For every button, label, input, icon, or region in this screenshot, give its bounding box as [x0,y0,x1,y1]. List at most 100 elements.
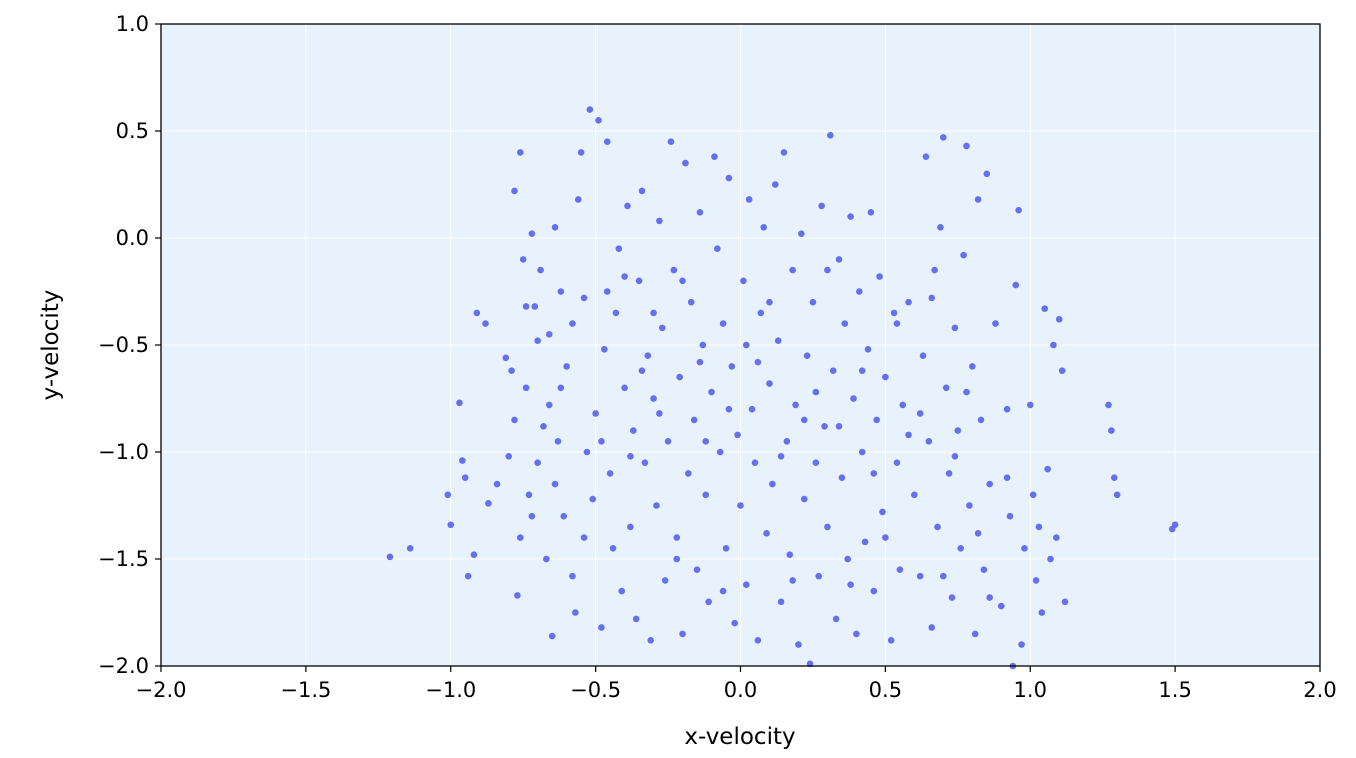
x-tick-label: 1.0 [1014,678,1047,702]
scatter-point [572,609,579,616]
scatter-point [928,294,936,302]
scatter-point [592,410,599,417]
scatter-point [997,602,1005,610]
scatter-point [609,545,617,552]
scatter-point [742,341,750,349]
scatter-point [783,438,791,445]
y-tick-label: −2.0 [98,654,149,678]
scatter-point [661,577,669,584]
scatter-point [867,209,875,216]
scatter-point [899,401,907,409]
scatter-point [960,251,967,259]
scatter-point [942,384,950,392]
scatter-point [551,224,559,231]
scatter-point [603,288,611,295]
scatter-point [612,309,620,317]
scatter-point [687,298,695,306]
scatter-point [1053,534,1060,541]
scatter-point [992,320,999,327]
scatter-point [540,423,547,430]
scatter-point [728,363,736,370]
scatter-point [1026,401,1034,409]
scatter-point [1003,405,1011,413]
scatter-point [809,298,817,306]
scatter-point [777,598,785,606]
scatter-point [827,131,834,139]
scatter-point [1171,521,1179,529]
scatter-point [954,427,962,434]
scatter-point [818,202,825,210]
scatter-point [1108,427,1115,434]
scatter-point [870,470,878,477]
scatter-point [803,352,811,360]
scatter-point [1003,474,1011,481]
scatter-point [725,174,733,182]
x-tick-label: 0.0 [724,678,757,702]
scatter-point [835,423,843,430]
scatter-point [829,367,837,374]
scatter-point [844,555,852,563]
scatter-point [461,474,469,481]
x-tick-label: 1.5 [1158,678,1191,702]
scatter-point [708,388,715,396]
scatter-point [667,138,675,145]
x-axis-label: x-velocity [684,724,795,750]
scatter-point [861,538,869,546]
scatter-point [766,380,773,387]
scatter-point [789,266,796,274]
scatter-point [638,187,646,195]
scatter-point [1044,465,1051,473]
scatter-point [601,345,608,353]
scatter-point [528,512,536,520]
scatter-point [887,637,895,644]
scatter-point [534,459,541,467]
scatter-point [832,615,840,623]
scatter-point [963,142,970,150]
scatter-point [905,431,912,439]
scatter-point [737,502,744,509]
scatter-point [580,534,588,541]
scatter-point [618,587,626,595]
scatter-point [444,491,452,499]
scatter-point [464,572,472,580]
scatter-point [928,624,936,631]
scatter-point [757,309,765,317]
scatter-point [641,459,649,467]
scatter-point [682,159,689,167]
scatter-point [719,587,727,595]
y-tick-label: 0.5 [116,119,149,143]
scatter-point [615,245,623,252]
y-tick-label: −1.5 [98,547,149,571]
x-tick-label: −1.5 [280,678,331,702]
scatter-point [676,373,683,381]
scatter-point [679,277,686,285]
scatter-point [934,523,941,531]
x-axis-ticks: −2.0 −1.5 −1.0 −0.5 0.0 0.5 1.0 1.5 2.0 [136,666,1337,702]
scatter-point [1012,281,1020,289]
scatter-point [473,309,481,317]
scatter-point [795,641,802,648]
scatter-point [824,266,831,274]
scatter-point [653,502,660,509]
scatter-point [847,213,854,220]
scatter-point [734,431,741,439]
scatter-point [963,388,970,396]
scatter-point [534,337,541,345]
scatter-point [702,438,710,445]
scatter-point [722,545,730,552]
scatter-point [742,581,750,588]
scatter-point [798,230,805,238]
scatter-point [890,309,898,317]
scatter-point [598,438,605,445]
scatter-point [1055,316,1063,323]
scatter-point [1006,512,1014,520]
scatter-point [557,384,565,392]
scatter-point [745,196,753,203]
scatter-point [841,320,849,327]
scatter-point [824,523,831,531]
scatter-point [769,480,776,488]
scatter-point [1029,491,1037,499]
scatter-point [937,224,944,231]
scatter-point [719,320,727,327]
